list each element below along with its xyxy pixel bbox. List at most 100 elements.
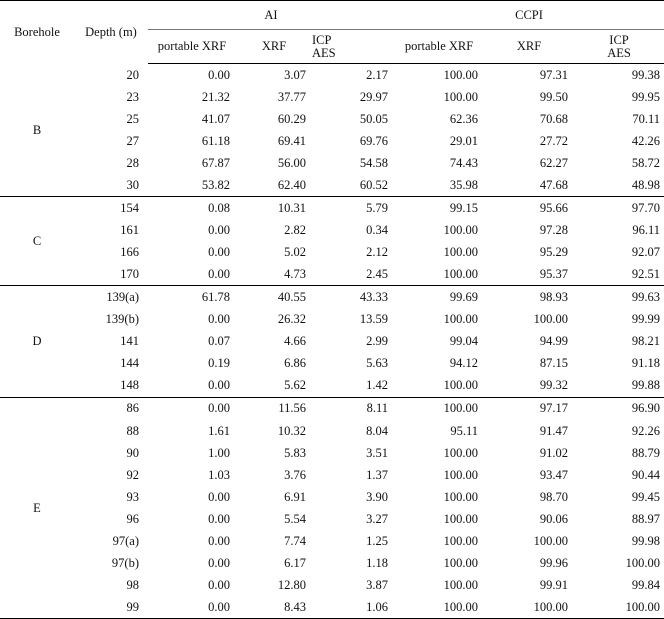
table-row: 93 0.00 6.91 3.90 100.00 98.70 99.45 bbox=[0, 486, 664, 508]
table-row: 141 0.07 4.66 2.99 99.04 94.99 98.21 bbox=[0, 331, 664, 353]
ccpi-xrf-cell: 91.47 bbox=[539, 423, 569, 438]
borehole-cell: E bbox=[0, 397, 74, 619]
ccpi-portable-xrf-cell: 100.00 bbox=[443, 312, 479, 327]
ccpi-xrf-cell: 90.06 bbox=[539, 511, 569, 526]
depth-cell: 139(b) bbox=[105, 312, 139, 327]
ai-xrf-cell: 6.86 bbox=[284, 356, 306, 371]
ai-icp-aes-cell: 69.76 bbox=[359, 133, 389, 148]
header-group-ai: AI bbox=[148, 0, 395, 30]
ccpi-icp-aes-cell: 42.26 bbox=[631, 133, 661, 148]
ccpi-portable-xrf-cell: 100.00 bbox=[443, 533, 479, 548]
ai-portable-xrf-cell: 53.82 bbox=[148, 174, 236, 198]
ai-icp-aes-cell: 8.11 bbox=[366, 401, 389, 416]
depth-cell: 97(a) bbox=[112, 533, 139, 548]
ai-portable-xrf-cell: 61.78 bbox=[201, 290, 230, 305]
ai-portable-xrf-cell: 21.32 bbox=[201, 89, 230, 104]
ai-xrf-cell: 60.29 bbox=[277, 111, 306, 126]
table-row: 30 53.82 62.40 60.52 35.98 47.68 48.98 bbox=[0, 174, 664, 198]
depth-cell: 161 bbox=[120, 223, 139, 238]
header-ai-xrf: XRF bbox=[236, 29, 312, 64]
ccpi-icp-aes-cell: 99.45 bbox=[631, 489, 661, 504]
table-row: 98 0.00 12.80 3.87 100.00 99.91 99.84 bbox=[0, 574, 664, 596]
ai-xrf-cell: 4.73 bbox=[236, 263, 312, 287]
ai-xrf-cell: 11.56 bbox=[278, 401, 306, 416]
ai-xrf-cell: 3.07 bbox=[284, 67, 306, 82]
ccpi-icp-aes-cell: 70.11 bbox=[632, 111, 661, 126]
header-ai-icp-aes: ICP AES bbox=[312, 29, 395, 64]
table-row: 139(b) 0.00 26.32 13.59 100.00 100.00 99.99 bbox=[0, 309, 664, 331]
ccpi-portable-xrf-cell: 99.15 bbox=[449, 201, 479, 216]
header-icp-line2: AES bbox=[607, 45, 631, 60]
borehole-cell: D bbox=[0, 285, 74, 398]
depth-cell: 88 bbox=[126, 423, 140, 438]
table-row: 170 0.00 4.73 2.45 100.00 95.37 92.51 bbox=[0, 263, 664, 287]
ai-portable-xrf-cell: 0.00 bbox=[208, 401, 230, 416]
ccpi-portable-xrf-cell: 100.00 bbox=[443, 467, 479, 482]
ai-xrf-cell: 37.77 bbox=[277, 89, 306, 104]
header-icp-line2: AES bbox=[312, 45, 336, 60]
ccpi-xrf-cell: 27.72 bbox=[539, 133, 569, 148]
ccpi-xrf-cell: 95.66 bbox=[539, 201, 569, 216]
depth-cell: 97(b) bbox=[111, 555, 139, 570]
depth-cell: 30 bbox=[74, 174, 148, 198]
ai-xrf-cell: 5.02 bbox=[284, 245, 306, 260]
table-row: 90 1.00 5.83 3.51 100.00 91.02 88.79 bbox=[0, 442, 664, 464]
table-row: 166 0.00 5.02 2.12 100.00 95.29 92.07 bbox=[0, 241, 664, 263]
ccpi-icp-aes-cell: 98.21 bbox=[631, 334, 661, 349]
depth-cell: 170 bbox=[74, 263, 148, 287]
ai-portable-xrf-cell: 0.00 bbox=[208, 533, 230, 548]
table-row: E 86 0.00 11.56 8.11 100.00 97.17 96.90 bbox=[0, 397, 664, 619]
header-borehole: Borehole bbox=[0, 0, 74, 64]
ai-icp-aes-cell: 3.51 bbox=[366, 445, 389, 460]
ccpi-icp-aes-cell: 99.95 bbox=[631, 89, 661, 104]
ai-xrf-cell: 62.40 bbox=[236, 174, 312, 198]
ccpi-portable-xrf-cell: 29.01 bbox=[449, 133, 479, 148]
ccpi-portable-xrf-cell: 74.43 bbox=[449, 155, 479, 170]
ai-portable-xrf-cell: 1.61 bbox=[208, 423, 230, 438]
ccpi-portable-xrf-cell: 100.00 bbox=[443, 401, 479, 416]
header-group-ccpi: CCPI bbox=[394, 0, 664, 30]
ai-icp-aes-cell: 1.42 bbox=[312, 374, 395, 398]
ai-icp-aes-cell: 0.34 bbox=[366, 223, 389, 238]
ai-portable-xrf-cell: 0.00 bbox=[148, 374, 236, 398]
ccpi-xrf-cell: 99.96 bbox=[539, 555, 569, 570]
ai-icp-aes-cell: 50.05 bbox=[359, 111, 389, 126]
depth-cell: 27 bbox=[126, 133, 140, 148]
depth-cell: 141 bbox=[120, 334, 139, 349]
table-row: 27 61.18 69.41 69.76 29.01 27.72 42.26 bbox=[0, 130, 664, 152]
table-row: 28 67.87 56.00 54.58 74.43 62.27 58.72 bbox=[0, 152, 664, 174]
ccpi-icp-aes-cell: 97.70 bbox=[631, 201, 661, 216]
ai-portable-xrf-cell: 0.00 bbox=[208, 577, 230, 592]
ai-portable-xrf-cell: 0.19 bbox=[208, 356, 230, 371]
ai-portable-xrf-cell: 0.00 bbox=[208, 312, 230, 327]
ai-portable-xrf-cell: 41.07 bbox=[201, 111, 230, 126]
ccpi-portable-xrf-cell: 100.00 bbox=[443, 67, 479, 82]
ccpi-icp-aes-cell: 88.97 bbox=[631, 511, 661, 526]
table-row: 97(a) 0.00 7.74 1.25 100.00 100.00 99.98 bbox=[0, 530, 664, 552]
ai-icp-aes-cell: 5.79 bbox=[366, 201, 389, 216]
ccpi-portable-xrf-cell: 95.11 bbox=[450, 423, 479, 438]
depth-cell: 20 bbox=[126, 67, 140, 82]
ccpi-xrf-cell: 99.32 bbox=[484, 374, 575, 398]
depth-cell: 96 bbox=[126, 511, 140, 526]
ai-portable-xrf-cell: 0.08 bbox=[208, 201, 230, 216]
ai-portable-xrf-cell: 61.18 bbox=[201, 133, 230, 148]
ccpi-icp-aes-cell: 99.63 bbox=[631, 290, 661, 305]
ai-icp-aes-cell: 2.12 bbox=[366, 245, 389, 260]
ccpi-icp-aes-cell: 58.72 bbox=[631, 155, 661, 170]
table-row: 88 1.61 10.32 8.04 95.11 91.47 92.26 bbox=[0, 420, 664, 442]
depth-cell: 139(a) bbox=[106, 290, 139, 305]
ccpi-icp-aes-cell: 99.88 bbox=[574, 374, 664, 398]
ccpi-xrf-cell: 99.91 bbox=[539, 577, 569, 592]
ai-icp-aes-cell: 54.58 bbox=[359, 155, 389, 170]
ccpi-portable-xrf-cell: 100.00 bbox=[443, 489, 479, 504]
ai-xrf-cell: 26.32 bbox=[277, 312, 306, 327]
ccpi-portable-xrf-cell: 94.12 bbox=[449, 356, 479, 371]
depth-cell: 148 bbox=[74, 374, 148, 398]
ai-portable-xrf-cell: 0.07 bbox=[208, 334, 230, 349]
ai-icp-aes-cell: 3.87 bbox=[366, 577, 389, 592]
ai-icp-aes-cell: 3.90 bbox=[366, 489, 389, 504]
header-ai-portable-xrf: portable XRF bbox=[148, 29, 236, 64]
depth-cell: 92 bbox=[126, 467, 140, 482]
ccpi-icp-aes-cell: 92.26 bbox=[631, 423, 661, 438]
